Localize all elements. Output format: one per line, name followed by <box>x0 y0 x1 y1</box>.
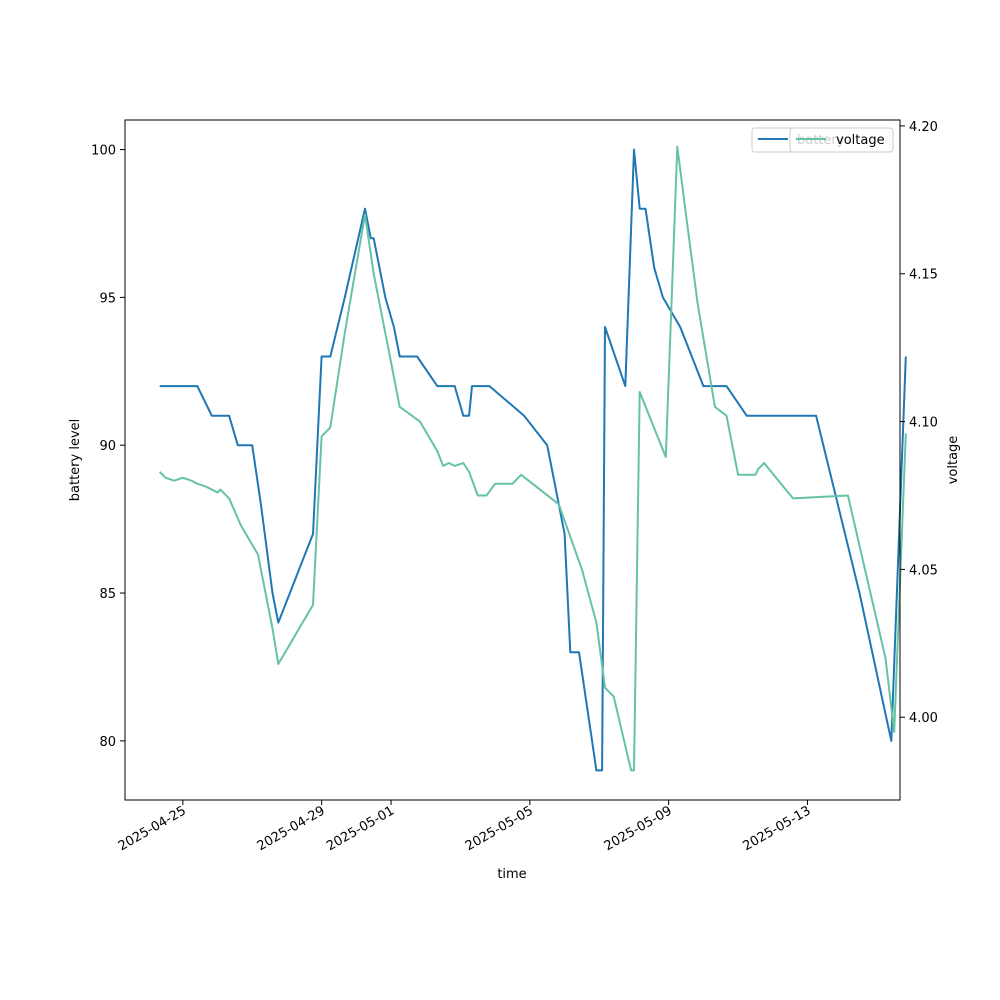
y-left-tick-label-100: 100 <box>91 144 116 159</box>
y-axis-title-right: voltage <box>946 436 961 485</box>
y-right-tick-label-4.10: 4.10 <box>909 416 938 431</box>
y-left-tick-label-80: 80 <box>99 735 116 750</box>
y-right-tick-label-4.05: 4.05 <box>909 563 938 578</box>
series-line-voltage <box>158 145 907 772</box>
y-right-tick-label-4.00: 4.00 <box>909 711 938 726</box>
y-left-tick-label-95: 95 <box>99 291 116 306</box>
legend-voltage: voltage <box>789 127 894 153</box>
y-right-tick-label-4.15: 4.15 <box>909 268 938 283</box>
y-axis-right: 4.00 4.05 4.10 4.15 4.20 <box>900 120 938 726</box>
y-left-tick-label-85: 85 <box>99 587 116 602</box>
y-axis-title-left: battery level <box>68 419 83 502</box>
y-axis-left: 80 85 90 95 100 <box>91 144 125 750</box>
x-axis-title: time <box>497 867 526 882</box>
legend-label-voltage: voltage <box>836 133 885 148</box>
series-line-battery <box>159 148 907 772</box>
plot-frame <box>124 119 901 801</box>
y-right-tick-label-4.20: 4.20 <box>909 120 938 135</box>
legend-box-voltage <box>789 127 894 153</box>
y-left-tick-label-90: 90 <box>99 439 116 454</box>
series-layer <box>158 145 907 772</box>
